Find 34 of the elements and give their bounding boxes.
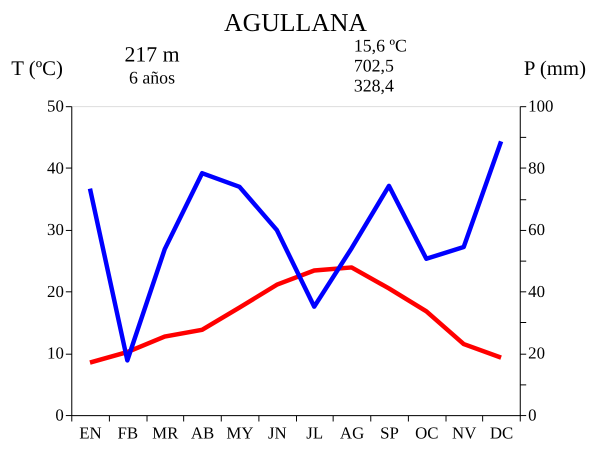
text: 15,6 ºC bbox=[354, 36, 407, 56]
text: 702,5 bbox=[354, 56, 394, 76]
y-tick-label: 50 bbox=[47, 96, 64, 116]
y-tick-label: 30 bbox=[47, 220, 64, 240]
line-series bbox=[88, 265, 504, 365]
x-tick-label: MY bbox=[226, 423, 254, 442]
text: 328,4 bbox=[354, 75, 394, 96]
x-tick-label: AB bbox=[190, 423, 214, 442]
x-tick-label: EN bbox=[79, 423, 102, 442]
x-tick-label: OC bbox=[415, 423, 439, 442]
y-tick-label: 20 bbox=[47, 282, 64, 301]
text: 217 m bbox=[124, 42, 180, 67]
y-tick-label: 0 bbox=[55, 406, 64, 425]
y2-tick-label: 0 bbox=[528, 406, 537, 425]
y2-tick-label: 20 bbox=[528, 344, 546, 363]
y-tick-label: 40 bbox=[47, 158, 64, 178]
y-tick-label: 10 bbox=[47, 344, 64, 363]
chart-title: AGULLANA bbox=[224, 8, 368, 37]
line-series bbox=[88, 139, 504, 363]
y2-tick-label: 40 bbox=[528, 282, 546, 301]
y-axis-title: T (ºC) bbox=[11, 57, 63, 80]
x-tick-label: DC bbox=[490, 423, 514, 442]
y2-tick-label: 100 bbox=[528, 96, 554, 116]
text: 6 años bbox=[129, 67, 176, 88]
x-tick-label: SP bbox=[380, 423, 399, 442]
x-tick-label: JN bbox=[268, 423, 287, 442]
x-tick-label: JL bbox=[306, 423, 324, 442]
x-tick-label: AG bbox=[340, 423, 364, 442]
x-tick-label: MR bbox=[152, 423, 180, 442]
x-tick-label: NV bbox=[452, 423, 476, 442]
y2-tick-label: 60 bbox=[528, 220, 546, 240]
y2-axis-title: P (mm) bbox=[524, 57, 586, 80]
y2-tick-label: 80 bbox=[528, 158, 546, 178]
x-tick-label: FB bbox=[118, 423, 138, 442]
